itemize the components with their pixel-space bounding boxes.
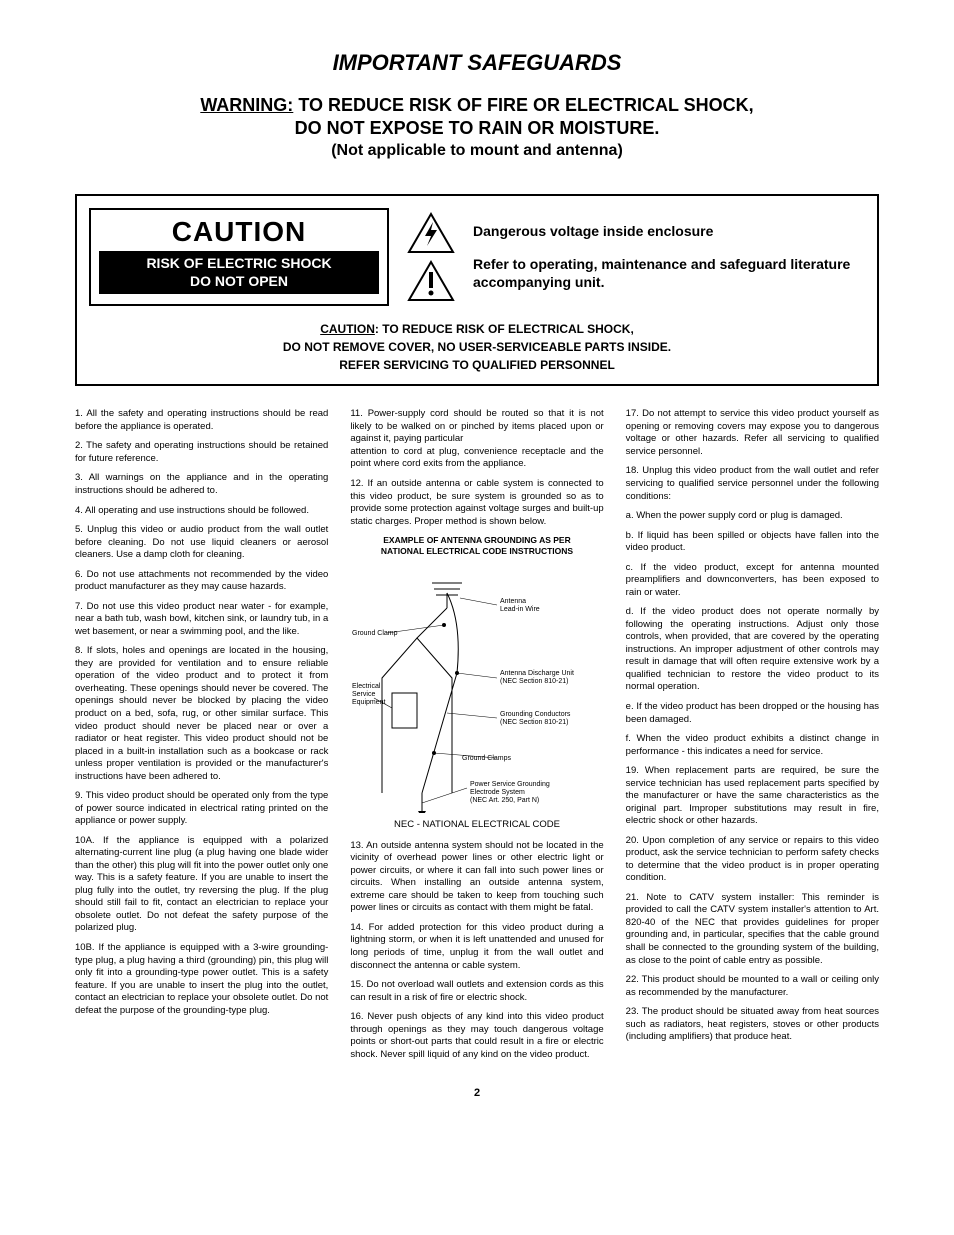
caution-bottom-line1: CAUTION: TO REDUCE RISK OF ELECTRICAL SH… — [89, 320, 865, 338]
diagram-title-line1: EXAMPLE OF ANTENNA GROUNDING AS PER — [383, 535, 570, 545]
label-ground-clamp: Ground Clamp — [352, 630, 398, 637]
warning-line1: WARNING: TO REDUCE RISK OF FIRE OR ELECT… — [75, 94, 879, 117]
label-ground-clamps: Ground Clamps — [462, 755, 512, 762]
body-paragraph: a. When the power supply cord or plug is… — [626, 510, 879, 523]
caution-bottom-line3: REFER SERVICING TO QUALIFIED PERSONNEL — [89, 356, 865, 374]
body-paragraph: 6. Do not use attachments not recommende… — [75, 569, 328, 594]
label-conductors-2: (NEC Section 810-21) — [500, 719, 568, 726]
danger-text: Dangerous voltage inside enclosure — [473, 222, 865, 241]
caution-text-column: Dangerous voltage inside enclosure Refer… — [473, 222, 865, 293]
body-paragraph: f. When the video product exhibits a dis… — [626, 733, 879, 758]
body-paragraph: 12. If an outside antenna or cable syste… — [350, 478, 603, 528]
body-paragraph: 23. The product should be situated away … — [626, 1006, 879, 1044]
body-paragraph: 9. This video product should be operated… — [75, 790, 328, 828]
body-paragraph: 19. When replacement parts are required,… — [626, 765, 879, 828]
body-paragraph: 13. An outside antenna system should not… — [350, 840, 603, 915]
body-paragraph: 14. For added protection for this video … — [350, 922, 603, 972]
warning-prefix: WARNING: — [200, 95, 293, 115]
lightning-triangle-icon — [407, 212, 455, 254]
body-paragraph: 21. Note to CATV system installer: This … — [626, 892, 879, 967]
label-antenna-lead: Antenna — [500, 598, 526, 605]
caution-bar-line1: RISK OF ELECTRIC SHOCK — [103, 254, 375, 273]
label-electrical-1: Electrical — [352, 683, 381, 690]
page-number: 2 — [75, 1087, 879, 1099]
caution-bar: RISK OF ELECTRIC SHOCK DO NOT OPEN — [99, 251, 379, 295]
caution-panel: CAUTION RISK OF ELECTRIC SHOCK DO NOT OP… — [75, 194, 879, 387]
label-electrical-2: Service — [352, 691, 375, 698]
caution-bottom-prefix: CAUTION — [320, 322, 375, 336]
body-columns: 1. All the safety and operating instruct… — [75, 408, 879, 1061]
label-antenna-lead-2: Lead-in Wire — [500, 606, 540, 613]
label-discharge-2: (NEC Section 810-21) — [500, 678, 568, 685]
body-paragraph: 7. Do not use this video product near wa… — [75, 601, 328, 639]
body-paragraph: 17. Do not attempt to service this video… — [626, 408, 879, 458]
diagram-title-line2: NATIONAL ELECTRICAL CODE INSTRUCTIONS — [381, 546, 573, 556]
body-paragraph: 20. Upon completion of any service or re… — [626, 835, 879, 885]
column-2-paragraphs-top: attention to cord at plug, convenience r… — [350, 446, 603, 528]
body-paragraph: 11. Power-supply cord should be routed s… — [350, 408, 603, 446]
diagram-title: EXAMPLE OF ANTENNA GROUNDING AS PER NATI… — [350, 535, 603, 557]
caution-bottom: CAUTION: TO REDUCE RISK OF ELECTRICAL SH… — [89, 320, 865, 374]
label-power-3: (NEC Art. 250, Part N) — [470, 797, 539, 804]
exclamation-triangle-icon — [407, 260, 455, 302]
caution-top-row: CAUTION RISK OF ELECTRIC SHOCK DO NOT OP… — [89, 208, 865, 307]
diagram-caption: NEC - NATIONAL ELECTRICAL CODE — [350, 819, 603, 832]
body-paragraph: 15. Do not overload wall outlets and ext… — [350, 979, 603, 1004]
warning-sub: (Not applicable to mount and antenna) — [75, 141, 879, 162]
label-discharge-1: Antenna Discharge Unit — [500, 670, 574, 677]
body-paragraph: 10B. If the appliance is equipped with a… — [75, 942, 328, 1017]
body-paragraph: 5. Unplug this video or audio product fr… — [75, 524, 328, 562]
grounding-diagram-icon: Antenna Lead-in Wire Ground Clamp Electr… — [352, 563, 602, 813]
warning-rest1: TO REDUCE RISK OF FIRE OR ELECTRICAL SHO… — [293, 95, 753, 115]
body-paragraph: c. If the video product, except for ante… — [626, 562, 879, 600]
body-paragraph: 18. Unplug this video product from the w… — [626, 465, 879, 503]
warning-triangles — [407, 212, 455, 302]
main-title: IMPORTANT SAFEGUARDS — [75, 50, 879, 76]
column-2-paragraphs-bottom: 13. An outside antenna system should not… — [350, 840, 603, 1062]
body-paragraph: 22. This product should be mounted to a … — [626, 974, 879, 999]
body-paragraph: e. If the video product has been dropped… — [626, 701, 879, 726]
body-paragraph: 3. All warnings on the appliance and in … — [75, 472, 328, 497]
body-paragraph: b. If liquid has been spilled or objects… — [626, 530, 879, 555]
grounding-diagram-block: EXAMPLE OF ANTENNA GROUNDING AS PER NATI… — [350, 535, 603, 832]
body-paragraph: attention to cord at plug, convenience r… — [350, 446, 603, 471]
warning-block: WARNING: TO REDUCE RISK OF FIRE OR ELECT… — [75, 94, 879, 162]
caution-bottom-rest1: : TO REDUCE RISK OF ELECTRICAL SHOCK, — [375, 322, 634, 336]
body-paragraph: 10A. If the appliance is equipped with a… — [75, 835, 328, 935]
column-3-paragraphs: 17. Do not attempt to service this video… — [626, 408, 879, 1043]
label-power-1: Power Service Grounding — [470, 781, 550, 788]
caution-bottom-line2: DO NOT REMOVE COVER, NO USER-SERVICEABLE… — [89, 338, 865, 356]
body-paragraph: 16. Never push objects of any kind into … — [350, 1011, 603, 1061]
caution-bar-line2: DO NOT OPEN — [103, 272, 375, 291]
caution-box: CAUTION RISK OF ELECTRIC SHOCK DO NOT OP… — [89, 208, 389, 307]
body-paragraph: 8. If slots, holes and openings are loca… — [75, 645, 328, 783]
body-paragraph: 1. All the safety and operating instruct… — [75, 408, 328, 433]
page: IMPORTANT SAFEGUARDS WARNING: TO REDUCE … — [0, 0, 954, 1235]
refer-text: Refer to operating, maintenance and safe… — [473, 255, 865, 293]
body-paragraph: 4. All operating and use instructions sh… — [75, 505, 328, 518]
body-paragraph: d. If the video product does not operate… — [626, 606, 879, 694]
caution-title: CAUTION — [99, 216, 379, 248]
label-conductors-1: Grounding Conductors — [500, 711, 571, 718]
label-power-2: Electrode System — [470, 789, 525, 796]
warning-line2: DO NOT EXPOSE TO RAIN OR MOISTURE. — [75, 117, 879, 140]
body-paragraph: 2. The safety and operating instructions… — [75, 440, 328, 465]
label-electrical-3: Equipment — [352, 699, 386, 706]
